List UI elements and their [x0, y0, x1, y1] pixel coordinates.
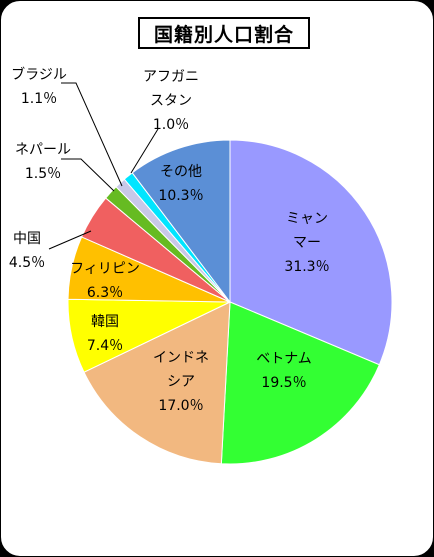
slice-name-label-0: マー: [293, 235, 321, 251]
leader-line-6: [61, 158, 115, 192]
slice-name-label-6: ネパール: [15, 142, 71, 158]
slice-name-label-8: スタン: [150, 93, 192, 109]
slice-value-label-9: 10.3％: [158, 188, 203, 204]
slice-value-label-0: 31.3％: [284, 259, 329, 275]
slice-name-label-0: ミャン: [286, 211, 328, 227]
slice-value-label-1: 19.5％: [261, 375, 306, 391]
pie-slice-9: [131, 139, 231, 304]
pie-slice-2: [83, 301, 231, 465]
pie-slice-0: [229, 139, 393, 366]
chart-title: 国籍別人口割合: [138, 17, 310, 49]
slice-value-label-3: 7.4％: [87, 338, 123, 354]
slice-value-label-6: 1.5％: [25, 166, 61, 182]
slice-value-label-5: 4.5％: [9, 255, 45, 271]
slice-value-label-2: 17.0％: [158, 398, 203, 414]
slice-name-label-2: インドネ: [153, 350, 209, 366]
slice-name-label-8: アフガニ: [143, 69, 199, 85]
slice-name-label-7: ブラジル: [11, 66, 67, 83]
slice-name-label-9: その他: [160, 164, 202, 180]
slice-value-label-8: 1.0％: [153, 117, 189, 133]
slice-name-label-2: シア: [167, 374, 195, 390]
slice-value-label-7: 1.1％: [21, 91, 57, 107]
slice-name-label-3: 韓国: [91, 314, 119, 330]
slice-name-label-5: 中国: [13, 231, 41, 247]
leader-line-7: [61, 82, 123, 187]
leader-line-8: [130, 128, 159, 174]
slice-value-label-4: 6.3％: [87, 285, 123, 301]
leader-line-5: [48, 230, 92, 250]
pie-slice-1: [220, 301, 381, 465]
slice-name-label-4: フィリピン: [70, 261, 140, 277]
slice-name-label-1: ベトナム: [256, 351, 312, 367]
